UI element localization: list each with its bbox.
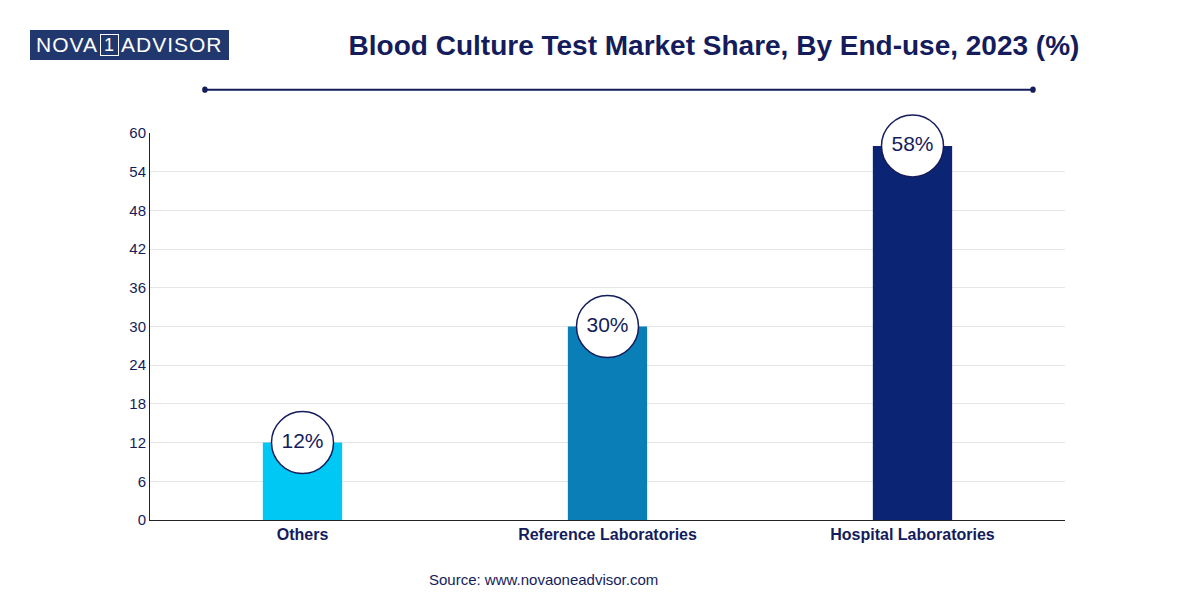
svg-text:48: 48	[129, 202, 146, 219]
svg-text:42: 42	[129, 240, 146, 257]
svg-text:60: 60	[129, 124, 146, 141]
svg-text:24: 24	[129, 356, 146, 373]
svg-text:30: 30	[129, 318, 146, 335]
svg-text:36: 36	[129, 279, 146, 296]
svg-text:0: 0	[138, 511, 146, 528]
svg-text:Source: www.novaoneadvisor.com: Source: www.novaoneadvisor.com	[429, 571, 658, 588]
html-text:NOVA 1 ADVISOR: NOVA 1 ADVISOR	[36, 33, 223, 56]
svg-text:12%: 12%	[281, 429, 323, 452]
svg-text:18: 18	[129, 395, 146, 412]
svg-text:Hospital Laboratories: Hospital Laboratories	[830, 526, 995, 543]
svg-text:6: 6	[138, 473, 146, 490]
svg-text:58%: 58%	[891, 132, 933, 155]
svg-text:Blood Culture Test Market Shar: Blood Culture Test Market Share, By End-…	[349, 30, 1080, 61]
svg-text:Others: Others	[277, 526, 329, 543]
svg-text:12: 12	[129, 434, 146, 451]
svg-text:Reference Laboratories: Reference Laboratories	[518, 526, 697, 543]
svg-text:54: 54	[129, 163, 146, 180]
svg-text:30%: 30%	[586, 313, 628, 336]
